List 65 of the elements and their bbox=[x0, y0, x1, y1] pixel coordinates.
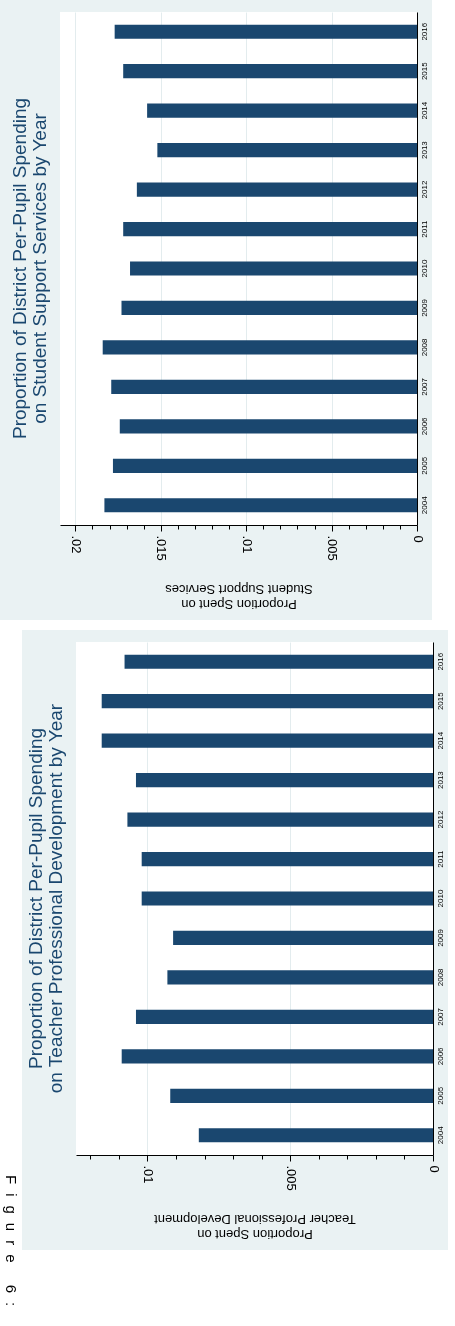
y-tick-label: 2005 bbox=[435, 1086, 445, 1105]
bar bbox=[114, 24, 417, 39]
y-tick-label: 2005 bbox=[419, 456, 429, 475]
y-tick-label: 2014 bbox=[435, 731, 445, 750]
bar bbox=[198, 1128, 433, 1143]
y-tick-label: 2011 bbox=[419, 219, 429, 238]
y-tick-label: 2007 bbox=[419, 377, 429, 396]
y-tick-label: 2008 bbox=[435, 967, 445, 987]
y-tick-label: 2015 bbox=[419, 61, 429, 81]
y-tick-label: 2013 bbox=[435, 770, 445, 790]
bar bbox=[121, 300, 417, 316]
y-tick-label: 2009 bbox=[419, 298, 429, 317]
text: Proportion of District Per-Pupil Spending on Teacher Professional Development by Year bbox=[25, 703, 66, 1094]
y-tick-label: 2010 bbox=[435, 889, 445, 908]
y-tick-label: 2006 bbox=[435, 1046, 445, 1066]
bar bbox=[147, 103, 417, 118]
y-tick-label: 2008 bbox=[419, 337, 429, 357]
bar bbox=[141, 851, 433, 867]
bar bbox=[167, 970, 433, 985]
x-tick-label: .005 bbox=[283, 1165, 299, 1191]
y-tick-label: 2006 bbox=[419, 416, 429, 436]
bar bbox=[170, 1088, 433, 1103]
bar bbox=[112, 458, 417, 473]
y-tick-label: 2015 bbox=[435, 691, 445, 711]
y-tick-label: 2016 bbox=[419, 22, 429, 41]
text: Proportion of District Per-Pupil Spending on Student Support Services by Year bbox=[9, 97, 50, 440]
bar bbox=[157, 143, 417, 158]
x-tick-label: .01 bbox=[239, 535, 255, 554]
bar bbox=[101, 694, 433, 709]
bar bbox=[121, 1049, 433, 1064]
bar bbox=[119, 419, 417, 434]
bar bbox=[127, 812, 433, 827]
y-tick-label: 2013 bbox=[419, 140, 429, 160]
bar bbox=[136, 182, 417, 197]
x-tick-label: 0 bbox=[426, 1165, 442, 1173]
bar bbox=[104, 498, 417, 513]
x-axis-title: Proportion Spent on Student Support Services bbox=[164, 581, 313, 612]
y-tick-label: 2016 bbox=[435, 652, 445, 671]
bar bbox=[102, 340, 417, 355]
bar bbox=[173, 930, 433, 946]
y-tick-label: 2012 bbox=[419, 180, 429, 199]
y-tick-label: 2009 bbox=[435, 928, 445, 947]
y-tick-label: 2004 bbox=[435, 1125, 445, 1145]
bar bbox=[141, 891, 433, 906]
bar bbox=[135, 1009, 433, 1024]
x-tick-label: .005 bbox=[325, 535, 341, 561]
bar bbox=[130, 261, 417, 276]
x-tick-label: .015 bbox=[154, 535, 170, 561]
x-axis-title: Proportion Spent on Teacher Professional Development bbox=[153, 1211, 356, 1242]
bar bbox=[123, 64, 417, 79]
x-tick-label: .01 bbox=[140, 1165, 156, 1184]
bar bbox=[124, 654, 433, 669]
bar bbox=[123, 221, 417, 237]
x-tick-label: 0 bbox=[410, 535, 426, 543]
y-tick-label: 2014 bbox=[419, 101, 429, 120]
y-tick-label: 2010 bbox=[419, 259, 429, 278]
y-tick-label: 2011 bbox=[435, 849, 445, 868]
y-tick-label: 2007 bbox=[435, 1007, 445, 1026]
caption: Figure 6: bbox=[3, 1175, 20, 1316]
y-tick-label: 2012 bbox=[435, 810, 445, 829]
y-tick-label: 2004 bbox=[419, 495, 429, 515]
bar bbox=[111, 379, 417, 394]
bar bbox=[135, 773, 433, 788]
bar bbox=[101, 733, 433, 748]
x-tick-label: .02 bbox=[68, 535, 84, 554]
